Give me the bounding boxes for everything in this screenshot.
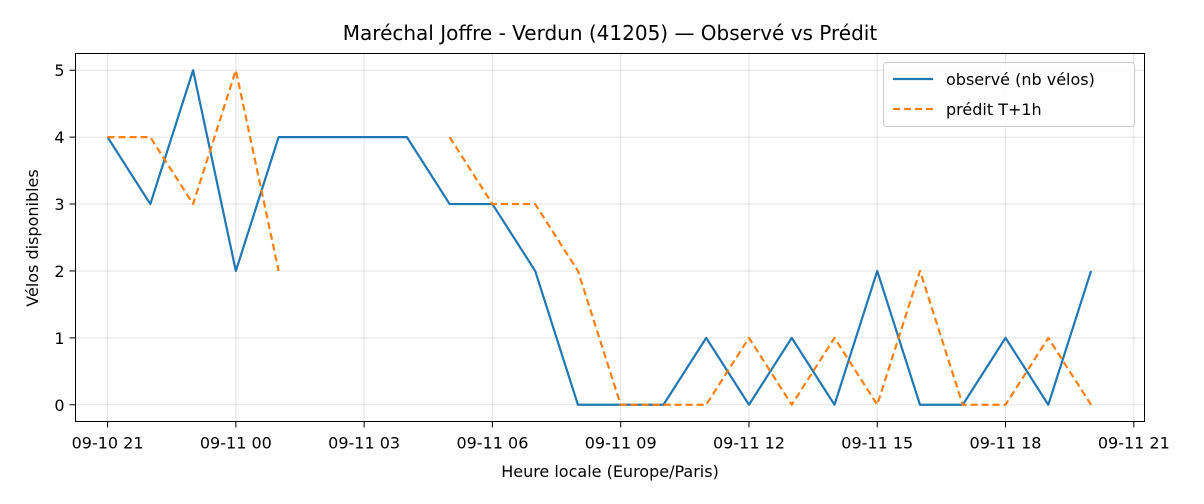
x-axis-ticks: 09-10 21 09-11 00 09-11 03 09-11 06 09-11 09…	[72, 421, 1170, 453]
series-line-observe	[106, 69, 1093, 406]
plot-frame	[75, 53, 1145, 422]
series-line-predit	[107, 69, 280, 272]
x-tick-label: 09-10 21	[72, 434, 144, 453]
y-axis-ticks: 0 1 2 3 4 5	[54, 61, 76, 415]
x-tick-label: 09-11 12	[713, 434, 785, 453]
x-tick-label: 09-11 09	[585, 434, 657, 453]
x-tick-label: 09-11 21	[1098, 434, 1170, 453]
y-axis-label: Vélos disponibles	[23, 169, 42, 306]
legend-label-predit: prédit T+1h	[946, 100, 1042, 119]
x-tick-label: 09-11 06	[456, 434, 528, 453]
x-tick-label: 09-11 15	[841, 434, 913, 453]
y-tick-label: 3	[54, 195, 64, 214]
x-tick-label: 09-11 03	[328, 434, 400, 453]
y-tick-label: 0	[54, 396, 64, 415]
y-tick-label: 2	[54, 262, 64, 281]
y-tick-label: 1	[54, 329, 64, 348]
x-tick-label: 09-11 18	[970, 434, 1042, 453]
legend: observé (nb vélos) prédit T+1h	[883, 62, 1135, 127]
series-lines	[106, 69, 1093, 406]
legend-box	[883, 62, 1135, 127]
chart-title: Maréchal Joffre - Verdun (41205) — Obser…	[343, 21, 878, 45]
y-tick-label: 5	[54, 61, 64, 80]
x-tick-label: 09-11 00	[200, 434, 272, 453]
series-line-predit	[448, 136, 1092, 406]
x-axis-label: Heure locale (Europe/Paris)	[501, 462, 719, 481]
legend-label-observe: observé (nb vélos)	[946, 70, 1095, 89]
y-tick-label: 4	[54, 128, 64, 147]
